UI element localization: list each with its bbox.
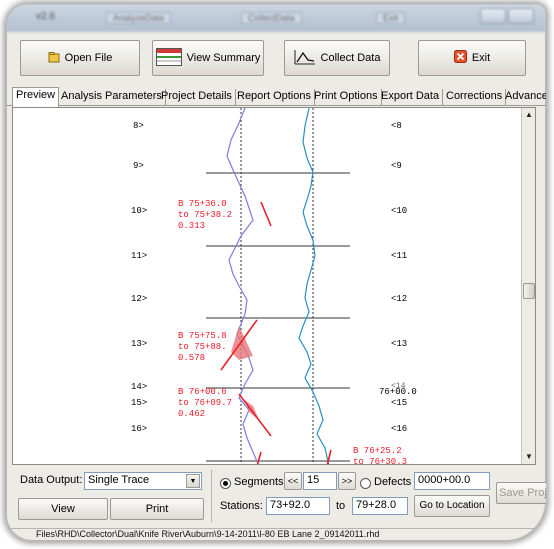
station-marker: 76+00.0 [379, 387, 417, 397]
segment-separators [206, 172, 350, 462]
right-marker: <13 [391, 339, 407, 349]
tab-preview[interactable]: Preview [12, 87, 60, 107]
app-window: v2.6 AnalyzeData CollectData Exit Open F… [6, 4, 546, 541]
scroll-thumb[interactable] [523, 283, 535, 299]
svg-text:to 76+30.3: to 76+30.3 [353, 457, 407, 465]
go-to-location-button[interactable]: Go to Location [414, 495, 490, 517]
left-segment-markers: 8> 9> 10> 11> 12> 13> 14> 15> 16> [131, 121, 147, 434]
svg-text:B 76+25.2: B 76+25.2 [353, 446, 402, 456]
defect-annotation: B 75+36.0 to 75+38.2 0.313 [178, 199, 272, 231]
open-file-button[interactable]: Open File [20, 40, 140, 76]
right-marker: <11 [391, 251, 407, 261]
station-from-field[interactable]: 73+92.0 [266, 497, 330, 515]
svg-text:0.313: 0.313 [178, 221, 205, 231]
left-marker: 14> [131, 382, 147, 392]
window-controls [480, 8, 534, 24]
defect-annotation: B 76+00.6 to 76+09.7 0.462 [178, 387, 272, 437]
stations-label: Stations: [220, 500, 263, 512]
collect-data-button[interactable]: Collect Data [284, 40, 390, 76]
right-marker: <10 [391, 206, 407, 216]
right-marker-overlap: <14 [391, 382, 406, 391]
line-graph-icon [294, 49, 316, 68]
minimize-button[interactable] [480, 8, 506, 24]
toolbar: Open File View Summary Collect Data Exit [6, 40, 546, 84]
tab-analysis-parameters[interactable]: Analysis Parameters [58, 89, 166, 106]
bottom-controls: Data Output: Single Trace ▼ View Print S… [6, 470, 546, 526]
left-marker: 10> [131, 206, 147, 216]
svg-text:0.462: 0.462 [178, 409, 205, 419]
left-marker: 12> [131, 294, 147, 304]
preview-pane: 8> 9> 10> 11> 12> 13> 14> 15> 16> <8 <9 … [12, 107, 536, 465]
defect-annotation: B 76+25.2 to 76+30.3 [256, 446, 407, 465]
open-file-label: Open File [64, 52, 113, 64]
exit-label: Exit [471, 52, 491, 64]
tab-strip: Preview Analysis Parameters Project Deta… [6, 87, 546, 107]
svg-text:B 75+75.8: B 75+75.8 [178, 331, 227, 341]
status-bar-file-path: Files\RHD\Collector\Dual\Knife River\Aub… [6, 528, 546, 541]
divider [211, 470, 212, 522]
to-label: to [336, 500, 346, 512]
view-button[interactable]: View [18, 498, 108, 520]
defect-annotation: B 75+75.8 to 75+88. 0.578 [178, 319, 258, 371]
profile-trace-plot: 8> 9> 10> 11> 12> 13> 14> 15> 16> <8 <9 … [131, 108, 417, 465]
exit-button[interactable]: Exit [418, 40, 526, 76]
station-to-field[interactable]: 79+28.0 [352, 497, 408, 515]
chevron-down-icon[interactable]: ▼ [186, 474, 200, 488]
left-marker: 15> [131, 398, 147, 408]
segment-prev-button[interactable]: << [284, 472, 302, 490]
defects-radio[interactable] [360, 478, 371, 489]
scroll-up-arrow-icon[interactable]: ▲ [525, 110, 533, 119]
location-field[interactable]: 0000+00.0 [414, 472, 490, 490]
tab-export-data[interactable]: Export Data [378, 89, 444, 106]
summary-table-icon [155, 47, 182, 69]
svg-text:to 76+09.7: to 76+09.7 [178, 398, 232, 408]
right-marker: <12 [391, 294, 407, 304]
segment-next-button[interactable]: >> [338, 472, 356, 490]
view-summary-button[interactable]: View Summary [152, 40, 264, 76]
left-marker: 13> [131, 339, 147, 349]
close-button[interactable] [508, 8, 534, 24]
right-marker: <16 [391, 424, 407, 434]
svg-text:to 75+38.2: to 75+38.2 [178, 210, 232, 220]
segment-number-field[interactable]: 15 [303, 472, 337, 490]
data-output-value: Single Trace [88, 474, 150, 486]
svg-text:B 76+00.6: B 76+00.6 [178, 387, 227, 397]
title-bar: v2.6 AnalyzeData CollectData Exit [6, 4, 546, 32]
tab-advanced[interactable]: Advanced [502, 89, 546, 106]
right-marker: <15 [391, 398, 407, 408]
right-marker: <9 [391, 161, 402, 171]
taskbar-ghost-collect: CollectData [241, 12, 302, 24]
tab-report-options[interactable]: Report Options [234, 89, 315, 106]
view-summary-label: View Summary [186, 52, 261, 64]
taskbar-ghost-analyze: AnalyzeData [106, 12, 172, 24]
trace-line-a [226, 108, 259, 464]
exit-x-icon [453, 50, 467, 66]
svg-text:to 75+88.: to 75+88. [178, 342, 227, 352]
left-marker: 16> [131, 424, 147, 434]
print-button[interactable]: Print [110, 498, 204, 520]
data-output-label: Data Output: [20, 474, 83, 486]
folder-icon [48, 51, 60, 66]
tab-project-details[interactable]: Project Details [158, 89, 236, 106]
data-output-select[interactable]: Single Trace ▼ [84, 472, 202, 490]
segments-label: Segments [234, 476, 284, 488]
svg-text:0.578: 0.578 [178, 353, 205, 363]
trace-line-b [298, 108, 330, 464]
right-segment-markers: <8 <9 <10 <11 <12 <13 <14 76+00.0 <15 <1… [379, 121, 417, 434]
save-project-button[interactable]: Save Proje [496, 482, 546, 504]
svg-text:B 75+36.0: B 75+36.0 [178, 199, 227, 209]
left-marker: 11> [131, 251, 147, 261]
segments-radio[interactable] [220, 478, 231, 489]
tab-print-options[interactable]: Print Options [311, 89, 382, 106]
app-title: v2.6 [36, 11, 55, 22]
taskbar-ghost-exit: Exit [376, 12, 406, 24]
scroll-down-arrow-icon[interactable]: ▼ [525, 452, 533, 461]
preview-scrollbar[interactable]: ▲ ▼ [521, 108, 535, 464]
left-marker: 8> [133, 121, 144, 131]
right-marker: <8 [391, 121, 402, 131]
tab-corrections[interactable]: Corrections [443, 89, 507, 106]
defects-label: Defects [374, 476, 412, 488]
left-marker: 9> [133, 161, 144, 171]
collect-data-label: Collect Data [320, 52, 381, 64]
